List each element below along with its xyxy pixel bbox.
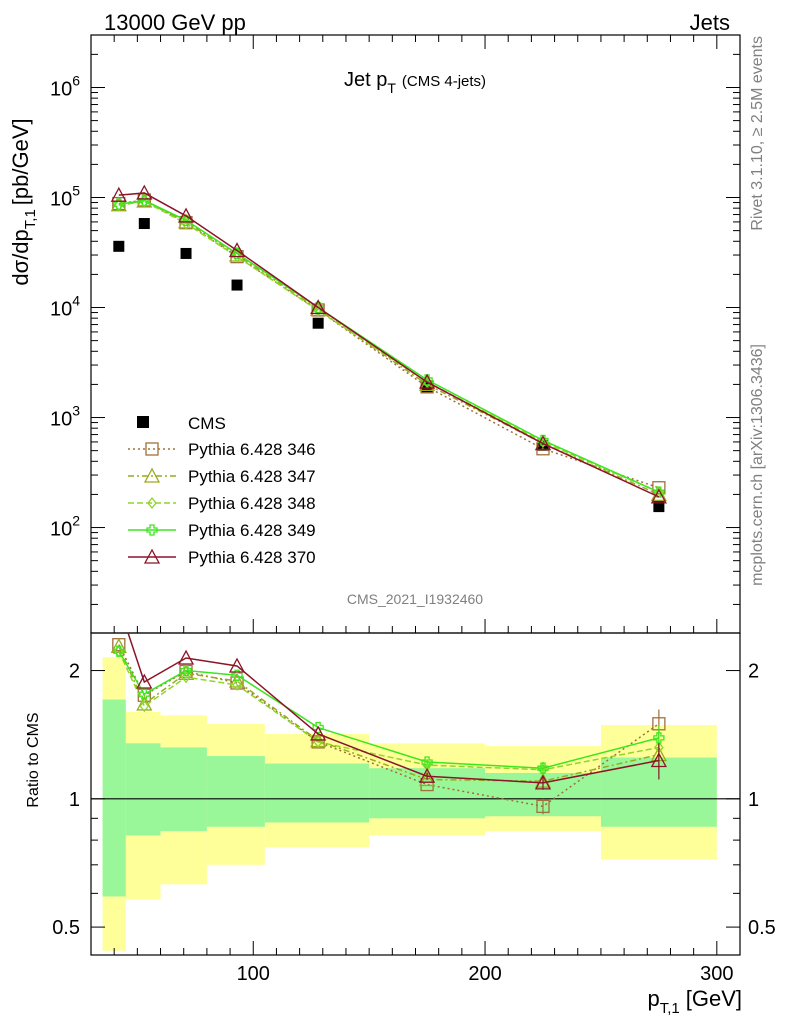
series-4-point-6 <box>534 435 552 451</box>
ratio-4-point-4 <box>310 725 327 741</box>
legend-label-2: Pythia 6.428 348 <box>188 494 316 513</box>
y-tick-label: 102 <box>50 513 80 541</box>
ratio-2-point-3 <box>232 678 242 692</box>
series-4-point-3 <box>228 242 246 258</box>
ratio-tick-label-right: 1 <box>748 789 759 811</box>
legend-label-1: Pythia 6.428 347 <box>188 467 316 486</box>
ratio-3-point-0 <box>113 645 125 657</box>
ratio-axis-label: Ratio to CMS <box>25 712 42 807</box>
cms-point-4 <box>312 317 324 329</box>
ratio-3-point-5 <box>421 756 433 768</box>
analysis-watermark: CMS_2021_I1932460 <box>347 591 483 607</box>
ratio-line-1 <box>118 646 660 782</box>
legend-cms-label: CMS <box>188 414 226 433</box>
y-tick-label: 106 <box>50 72 80 100</box>
band-green-1 <box>125 743 161 836</box>
legend-marker-3 <box>146 524 158 536</box>
band-green-0 <box>102 699 126 897</box>
main-plot-frame <box>90 34 741 634</box>
ratio-line-2 <box>118 650 660 771</box>
ratio-3-point-4 <box>312 721 324 734</box>
x-tick-label: 100 <box>237 963 270 985</box>
series-4-point-1 <box>136 184 153 200</box>
legend-label-0: Pythia 6.428 346 <box>188 440 316 459</box>
series-line-4 <box>118 192 660 498</box>
band-green-2 <box>160 747 207 832</box>
cms-point-0 <box>113 240 125 252</box>
ratio-2-point-1 <box>139 700 150 713</box>
y-tick-label: 103 <box>50 403 80 431</box>
y-tick-label: 105 <box>50 183 80 211</box>
ratio-4-point-6 <box>534 774 552 790</box>
ratio-3-point-6 <box>537 762 549 774</box>
ratio-4-point-5 <box>419 767 436 783</box>
series-4-point-7 <box>650 488 667 504</box>
ratio-tick-label-right: 0.5 <box>748 917 776 939</box>
series-4-point-5 <box>419 373 436 389</box>
series-3-point-6 <box>537 434 549 447</box>
y-axis-label: dσ/dpT,1[pb/GeV] <box>8 118 39 285</box>
series-2-point-1 <box>139 195 150 208</box>
ratio-2-point-2 <box>181 671 191 684</box>
ratio-tick-label: 1 <box>69 789 80 811</box>
legend: CMS Pythia 6.428 346 Pythia 6.428 347 Pythi… <box>128 414 316 567</box>
legend-cms-marker <box>137 416 149 428</box>
ratio-0-point-6 <box>536 799 550 814</box>
ratio-3-point-2 <box>180 664 192 677</box>
chart-title: Jet pT (CMS 4-jets) <box>344 69 486 96</box>
cms-point-3 <box>231 279 243 291</box>
cms-point-1 <box>138 218 150 230</box>
ratio-4-point-2 <box>177 649 195 665</box>
axis-ticks: 100 200 300 102 103 104 105 106 0.5 0.5 1 1 2 2 <box>50 34 776 985</box>
band-green-3 <box>206 756 265 827</box>
series-4-point-2 <box>177 207 195 223</box>
x-tick-label: 200 <box>468 963 501 985</box>
series-line-2 <box>118 200 660 493</box>
x-tick-label: 300 <box>700 963 733 985</box>
legend-marker-1 <box>143 467 161 483</box>
header-left: 13000 GeV pp <box>104 10 246 35</box>
ratio-4-point-3 <box>228 657 246 673</box>
main-series-group <box>110 184 667 513</box>
header-right: Jets <box>690 10 730 35</box>
ratio-tick-label: 0.5 <box>52 917 80 939</box>
ratio-1-point-5 <box>419 771 436 787</box>
ratio-4-point-7 <box>650 752 667 768</box>
ratio-1-point-3 <box>228 672 246 688</box>
ratio-line-3 <box>118 650 660 769</box>
ratio-3-point-3 <box>231 669 243 681</box>
cms-point-2 <box>180 247 192 259</box>
ratio-line-4 <box>127 633 660 784</box>
ratio-3-point-7 <box>653 732 665 744</box>
side-label-top: Rivet 3.1.10, ≥ 2.5M events <box>749 36 766 231</box>
legend-label-4: Pythia 6.428 370 <box>188 548 316 567</box>
ratio-3-point-1 <box>138 688 150 700</box>
band-green-4 <box>264 763 370 823</box>
legend-marker-0 <box>145 442 159 456</box>
side-label-bottom: mcplots.cern.ch [arXiv:1306.3436] <box>749 344 766 586</box>
legend-marker-2 <box>147 496 157 510</box>
ratio-tick-label: 2 <box>69 661 80 683</box>
uncertainty-bands <box>102 657 717 951</box>
series-line-3 <box>118 199 660 493</box>
cms-point-7 <box>653 501 665 513</box>
legend-marker-4 <box>143 548 161 564</box>
series-3-point-7 <box>653 486 665 498</box>
ratio-series-group <box>110 598 667 815</box>
series-3-point-0 <box>113 198 125 210</box>
y-tick-label: 104 <box>50 293 80 321</box>
x-axis-label: pT,1 [GeV] <box>647 986 742 1017</box>
ratio-tick-label-right: 2 <box>748 661 759 683</box>
legend-label-3: Pythia 6.428 349 <box>188 521 316 540</box>
series-4-point-0 <box>110 186 127 202</box>
series-4-point-4 <box>310 299 327 315</box>
ratio-4-point-1 <box>136 673 153 689</box>
ratio-4-point-0 <box>112 598 126 611</box>
